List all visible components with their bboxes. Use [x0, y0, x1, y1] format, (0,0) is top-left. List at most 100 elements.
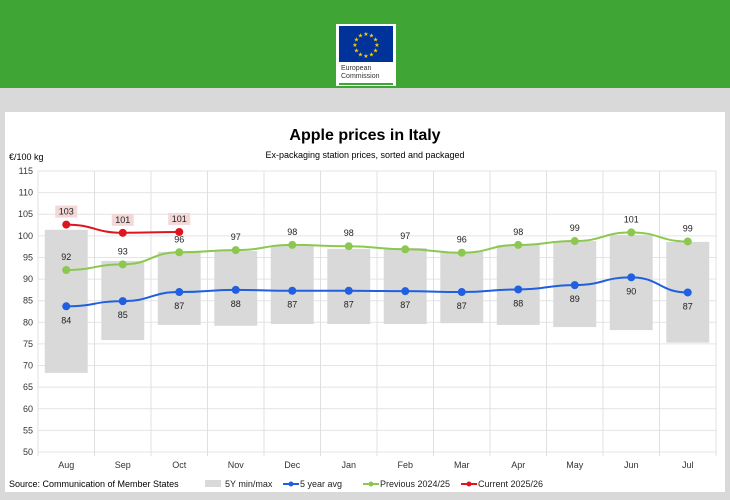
range-bar — [327, 248, 371, 325]
data-point — [231, 285, 240, 294]
x-tick-label: Apr — [511, 460, 525, 470]
data-point — [344, 286, 353, 295]
x-tick-label: Sep — [115, 460, 131, 470]
source-note: Source: Communication of Member States — [9, 479, 179, 489]
data-label-bg — [168, 212, 191, 225]
data-label: 88 — [231, 299, 241, 309]
y-tick-label: 65 — [23, 382, 33, 392]
legend-label: Previous 2024/25 — [380, 479, 450, 489]
data-label: 85 — [118, 310, 128, 320]
data-label: 96 — [457, 235, 467, 245]
data-label: 103 — [59, 207, 74, 217]
data-label: 87 — [344, 300, 354, 310]
svg-text:★: ★ — [363, 53, 368, 60]
svg-text:★: ★ — [358, 52, 363, 59]
y-tick-label: 110 — [19, 188, 33, 198]
data-point — [570, 237, 579, 246]
data-point — [175, 227, 184, 236]
data-label: 97 — [400, 231, 410, 241]
data-label: 99 — [570, 223, 580, 233]
y-tick-label: 95 — [23, 252, 33, 262]
data-point — [401, 245, 410, 254]
data-point — [288, 240, 297, 249]
y-tick-label: 100 — [18, 231, 33, 241]
logo-underline — [339, 83, 393, 85]
legend-swatch-marker — [368, 481, 374, 487]
svg-text:★: ★ — [374, 42, 379, 49]
header-banner: ★ ★ ★ ★ ★ ★ ★ ★ ★ ★ ★ ★ European Commission — [0, 0, 730, 88]
data-point — [62, 302, 71, 311]
svg-text:★: ★ — [358, 32, 363, 39]
x-tick-label: Feb — [397, 460, 413, 470]
data-point — [683, 288, 692, 297]
european-commission-logo: ★ ★ ★ ★ ★ ★ ★ ★ ★ ★ ★ ★ European Commission — [336, 24, 396, 86]
legend-label: 5Y min/max — [225, 479, 273, 489]
data-label: 101 — [115, 215, 130, 225]
series-line — [66, 231, 688, 271]
y-tick-label: 90 — [23, 274, 33, 284]
data-point — [344, 242, 353, 251]
chart-subtitle: Ex-packaging station prices, sorted and … — [265, 150, 464, 160]
data-label: 89 — [570, 294, 580, 304]
data-label: 98 — [513, 227, 523, 237]
data-label: 92 — [61, 252, 71, 262]
x-tick-label: Nov — [228, 460, 245, 470]
data-label: 87 — [287, 300, 297, 310]
data-point — [457, 288, 466, 297]
logo-text: European Commission — [341, 65, 380, 80]
data-point — [457, 248, 466, 257]
x-tick-label: May — [566, 460, 584, 470]
data-point — [514, 285, 523, 294]
data-point — [570, 281, 579, 290]
data-point — [118, 297, 127, 306]
legend-label: 5 year avg — [300, 479, 342, 489]
data-point — [683, 237, 692, 246]
y-tick-label: 55 — [23, 425, 33, 435]
y-tick-label: 115 — [19, 166, 33, 176]
range-bar — [609, 234, 653, 331]
svg-text:★: ★ — [354, 48, 359, 55]
data-label: 87 — [683, 301, 693, 311]
series-line — [66, 276, 688, 308]
data-point — [62, 220, 71, 229]
svg-text:★: ★ — [363, 31, 368, 38]
svg-text:★: ★ — [354, 37, 359, 44]
range-bar — [496, 244, 540, 325]
svg-text:★: ★ — [352, 42, 357, 49]
legend-swatch-range — [205, 480, 221, 487]
data-label: 98 — [287, 227, 297, 237]
data-label-bg — [111, 213, 134, 226]
legend-swatch-marker — [466, 481, 472, 487]
data-label: 84 — [61, 315, 71, 325]
data-point — [627, 273, 636, 282]
data-point — [231, 246, 240, 255]
chart-title: Apple prices in Italy — [289, 127, 440, 144]
y-tick-label: 60 — [23, 404, 33, 414]
y-axis-label: €/100 kg — [9, 152, 44, 162]
data-point — [62, 265, 71, 274]
data-label: 87 — [400, 300, 410, 310]
data-label: 98 — [344, 228, 354, 238]
data-point — [401, 287, 410, 296]
x-tick-label: Mar — [454, 460, 470, 470]
y-tick-label: 105 — [18, 209, 33, 219]
eu-flag-icon: ★ ★ ★ ★ ★ ★ ★ ★ ★ ★ ★ ★ — [339, 26, 393, 62]
svg-text:★: ★ — [369, 52, 374, 59]
chart: Apple prices in Italy Ex-packaging stati… — [9, 127, 717, 489]
range-bar — [383, 247, 427, 325]
data-point — [288, 286, 297, 295]
y-tick-label: 80 — [23, 317, 33, 327]
chart-panel: Apple prices in Italy Ex-packaging stati… — [5, 112, 725, 492]
data-point — [118, 228, 127, 237]
range-bar — [44, 229, 88, 373]
data-label: 99 — [683, 223, 693, 233]
x-tick-label: Jul — [682, 460, 694, 470]
y-tick-label: 75 — [23, 339, 33, 349]
data-point — [175, 248, 184, 257]
data-label: 97 — [231, 232, 241, 242]
legend-swatch-marker — [288, 481, 294, 487]
svg-text:★: ★ — [369, 32, 374, 39]
data-label: 101 — [624, 214, 639, 224]
data-label: 87 — [174, 301, 184, 311]
data-label-bg — [55, 205, 78, 218]
